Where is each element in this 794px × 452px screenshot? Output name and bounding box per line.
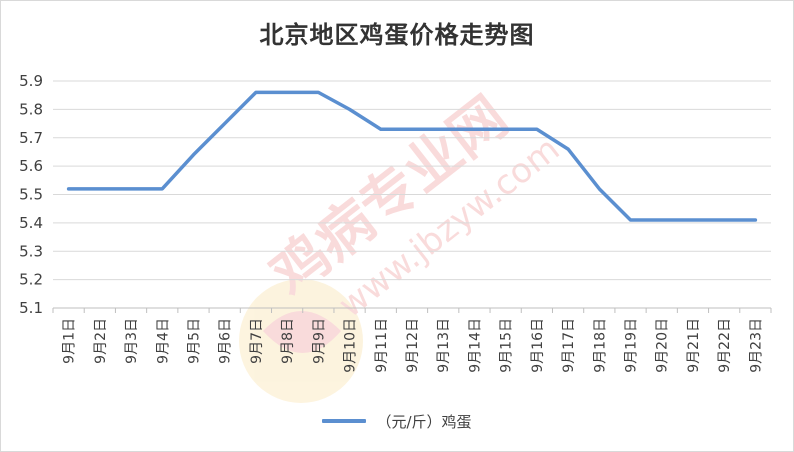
x-tick-label: 9月9日 (311, 318, 327, 364)
x-tick-label: 9月4日 (155, 318, 171, 364)
x-tick-label: 9月19日 (624, 318, 640, 373)
x-tick-label: 9月22日 (717, 318, 733, 373)
grid-lines (53, 80, 771, 281)
x-tick-label: 9月16日 (530, 318, 546, 373)
x-tick-label: 9月3日 (124, 318, 140, 364)
series-layer (66, 90, 758, 222)
x-tick-label: 9月20日 (655, 318, 671, 373)
chart-title: 北京地区鸡蛋价格走势图 (259, 20, 535, 49)
y-tick-label: 5.5 (19, 186, 43, 204)
x-axis (52, 307, 772, 313)
y-tick-label: 5.8 (19, 100, 43, 118)
y-axis-ticks: 5.1 5.2 5.3 5.4 5.5 5.6 5.7 5.8 5.9 (19, 72, 43, 317)
x-tick-label: 9月5日 (186, 318, 202, 364)
y-tick-label: 5.2 (19, 271, 43, 289)
x-tick-label: 9月14日 (467, 318, 483, 373)
x-tick-label: 9月18日 (592, 318, 608, 373)
legend-swatch (322, 419, 367, 423)
y-tick-label: 5.4 (19, 214, 43, 232)
legend: （元/斤）鸡蛋 (1, 408, 793, 434)
y-tick-label: 5.9 (19, 72, 43, 90)
series-line (66, 90, 758, 222)
y-tick-label: 5.7 (19, 129, 43, 147)
y-tick-label: 5.6 (19, 157, 43, 175)
x-tick-label: 9月2日 (93, 318, 109, 364)
y-tick-label: 5.3 (19, 242, 43, 260)
x-tick-label: 9月7日 (249, 318, 265, 364)
x-tick-label: 9月12日 (405, 318, 421, 373)
x-tick-label: 9月21日 (686, 318, 702, 373)
x-tick-label: 9月1日 (62, 318, 78, 364)
x-axis-ticks: 9月1日 9月2日 9月3日 9月4日 9月5日 9月6日 9月7日 9月8日 9月9日 9月10… (62, 318, 765, 373)
x-tick-label: 9月8日 (280, 318, 296, 364)
x-tick-label: 9月11日 (374, 318, 390, 373)
x-tick-label: 9月23日 (748, 318, 764, 373)
x-tick-label: 9月6日 (218, 318, 234, 364)
x-tick-label: 9月15日 (499, 318, 515, 373)
y-tick-label: 5.1 (19, 299, 43, 317)
legend-label: （元/斤）鸡蛋 (376, 412, 472, 431)
x-tick-label: 9月10日 (343, 318, 359, 373)
x-tick-label: 9月17日 (561, 318, 577, 373)
x-tick-label: 9月13日 (436, 318, 452, 373)
